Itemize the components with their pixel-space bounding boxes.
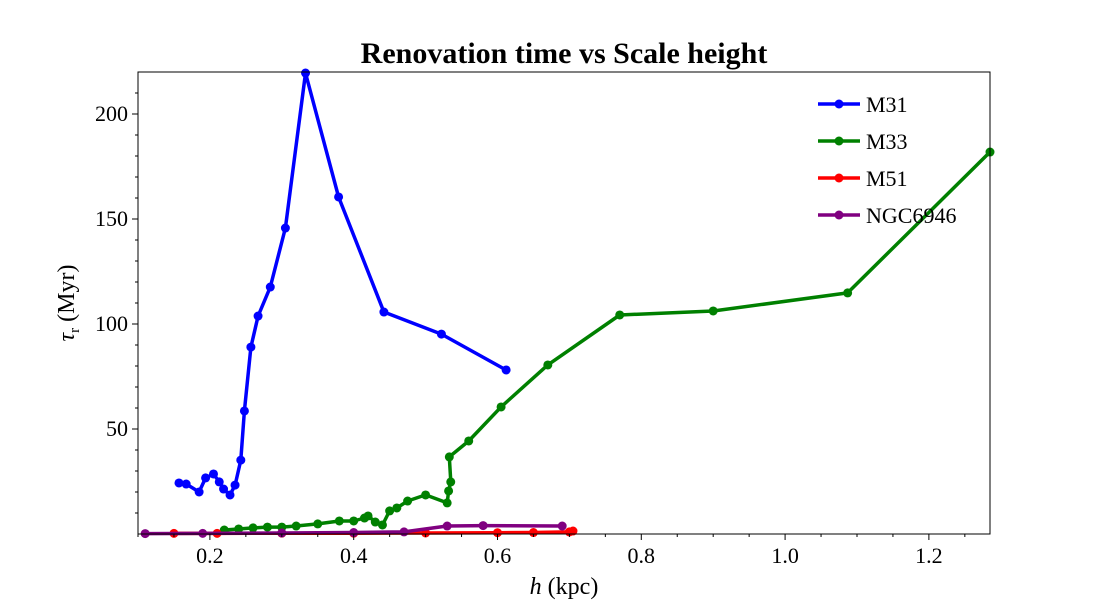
- legend-item-m33: M33: [818, 129, 908, 154]
- legend-label: M31: [866, 92, 908, 117]
- legend-label: M33: [866, 129, 908, 154]
- data-point-ngc6946: [277, 528, 287, 538]
- data-point-m33: [421, 490, 431, 500]
- data-point-ngc6946: [399, 527, 409, 537]
- plot-frame: [137, 71, 991, 535]
- data-point-m31: [334, 192, 344, 202]
- legend-marker: [834, 136, 844, 146]
- data-point-m31: [181, 479, 191, 489]
- legend-label: NGC6946: [866, 203, 956, 228]
- series-m31: [174, 68, 511, 500]
- data-point-m31: [219, 484, 229, 494]
- data-point-m33: [442, 498, 452, 508]
- data-point-m33: [234, 524, 244, 534]
- series-layer: [140, 68, 995, 539]
- x-axis-label: h (kpc): [530, 574, 599, 600]
- chart-title: Renovation time vs Scale height: [361, 37, 768, 70]
- data-point-m33: [377, 520, 387, 530]
- data-point-m31: [253, 311, 263, 321]
- series-ngc6946: [140, 521, 567, 539]
- x-tick-label: 1.0: [771, 543, 799, 568]
- legend-marker: [834, 210, 844, 220]
- x-axis-label-symbol: h: [530, 574, 542, 600]
- x-tick-label: 0.4: [340, 543, 368, 568]
- y-axis-label-unit: (Myr): [54, 265, 80, 322]
- data-point-m33: [313, 519, 323, 529]
- data-point-m33: [708, 306, 718, 316]
- legend-marker: [834, 99, 844, 109]
- legend-label: M51: [866, 166, 908, 191]
- x-tick-label: 0.2: [196, 543, 224, 568]
- data-point-m33: [349, 516, 359, 526]
- data-point-m33: [444, 486, 454, 496]
- data-point-m31: [239, 406, 249, 416]
- data-point-m33: [291, 521, 301, 531]
- series-m33: [219, 147, 995, 535]
- data-point-ngc6946: [442, 521, 452, 531]
- series-line-m31: [178, 71, 507, 497]
- data-point-m31: [208, 469, 218, 479]
- x-tick-label: 1.2: [915, 543, 943, 568]
- y-tick-label: 50: [106, 416, 128, 441]
- data-point-m33: [446, 477, 456, 487]
- data-point-m33: [464, 436, 474, 446]
- x-tick-label: 0.8: [628, 543, 656, 568]
- data-point-m31: [194, 487, 204, 497]
- data-point-m33: [262, 522, 272, 532]
- x-axis: 0.2 0.4 0.6 0.8 1.0 1.2: [137, 534, 966, 568]
- legend-marker: [834, 173, 844, 183]
- data-point-m33: [385, 506, 395, 516]
- data-point-m31: [265, 282, 275, 292]
- data-point-m31: [236, 455, 246, 465]
- data-point-m31: [501, 365, 511, 375]
- data-point-m31: [174, 478, 184, 488]
- legend: M31 M33 M51 NGC6946: [818, 92, 956, 228]
- data-point-m33: [363, 511, 373, 521]
- y-axis-label-subscript: r: [67, 328, 83, 333]
- data-point-m31: [230, 480, 240, 490]
- legend-item-m31: M31: [818, 92, 908, 117]
- data-point-m33: [543, 360, 553, 370]
- y-tick-label: 150: [95, 206, 128, 231]
- data-point-ngc6946: [478, 521, 488, 531]
- data-point-m51: [492, 528, 502, 538]
- data-point-m33: [843, 288, 853, 298]
- x-axis-label-unit: (kpc): [548, 574, 599, 600]
- data-point-m31: [436, 329, 446, 339]
- data-point-m33: [496, 402, 506, 412]
- data-point-m33: [403, 496, 413, 506]
- data-point-m33: [615, 310, 625, 320]
- y-axis-label: τr (Myr): [54, 265, 83, 342]
- data-point-m33: [334, 516, 344, 526]
- legend-item-m51: M51: [818, 166, 908, 191]
- data-point-ngc6946: [198, 528, 208, 538]
- series-line-ngc6946: [145, 523, 563, 536]
- x-tick-label: 0.6: [484, 543, 512, 568]
- data-point-m31: [280, 223, 290, 233]
- y-axis: 50 100 150 200: [95, 92, 138, 514]
- data-point-m31: [379, 307, 389, 317]
- data-point-m31: [301, 68, 311, 78]
- data-point-m31: [214, 477, 224, 487]
- data-point-m33: [248, 523, 258, 533]
- data-point-m31: [225, 490, 235, 500]
- legend-item-ngc6946: NGC6946: [818, 203, 956, 228]
- data-point-m31: [246, 342, 256, 352]
- data-point-m33: [392, 503, 402, 513]
- data-point-m33: [370, 517, 380, 527]
- y-tick-label: 200: [95, 101, 128, 126]
- y-axis-label-symbol: τ: [54, 331, 80, 341]
- data-point-ngc6946: [349, 528, 359, 538]
- data-point-m51: [528, 528, 538, 538]
- data-point-m33: [444, 452, 454, 462]
- data-point-ngc6946: [557, 521, 567, 531]
- data-point-m31: [201, 473, 211, 483]
- y-tick-label: 100: [95, 311, 128, 336]
- data-point-m51: [568, 526, 578, 536]
